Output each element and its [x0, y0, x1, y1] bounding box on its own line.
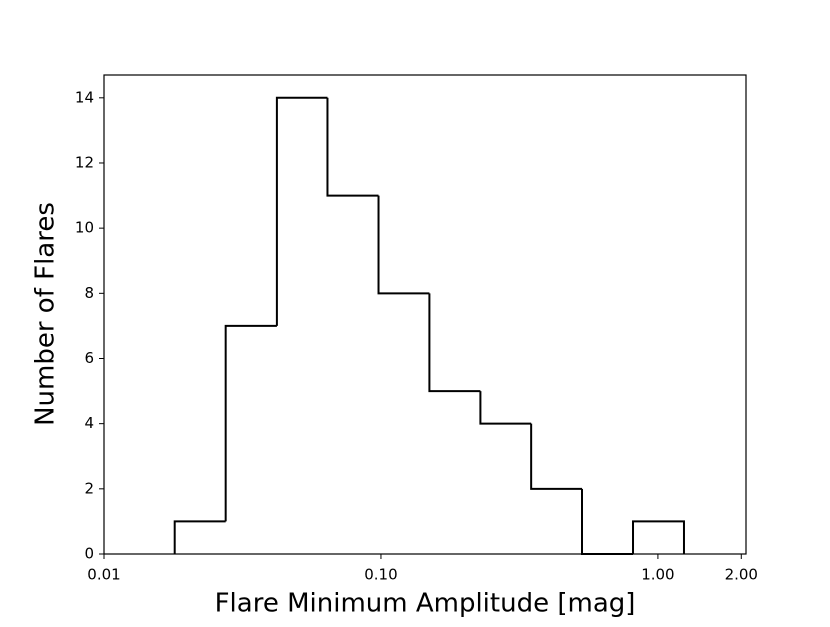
bar — [428, 293, 481, 393]
plot-frame — [103, 74, 747, 555]
y-axis-label: Number of Flares — [31, 202, 61, 426]
bar — [479, 391, 532, 425]
y-tick-label: 2 — [84, 479, 94, 497]
y-tick-label: 0 — [84, 545, 94, 563]
bar — [581, 488, 634, 555]
bar — [173, 520, 226, 554]
x-tick-label: 2.00 — [725, 566, 758, 584]
bar — [224, 324, 277, 522]
x-axis-label: Flare Minimum Amplitude [mag] — [215, 589, 636, 619]
bar — [275, 96, 328, 326]
y-tick-label: 6 — [84, 349, 94, 367]
y-tick-label: 14 — [75, 88, 94, 106]
bar — [326, 97, 379, 197]
bar — [377, 195, 430, 295]
y-tick-label: 10 — [75, 219, 94, 237]
y-tick-label: 4 — [84, 414, 94, 432]
x-tick-label: 0.10 — [364, 566, 397, 584]
y-tick-label: 8 — [84, 284, 94, 302]
x-tick-label: 0.01 — [87, 566, 120, 584]
x-tick-label: 1.00 — [641, 566, 674, 584]
y-tick-label: 12 — [75, 153, 94, 171]
bar — [530, 423, 582, 490]
bar — [632, 520, 685, 554]
